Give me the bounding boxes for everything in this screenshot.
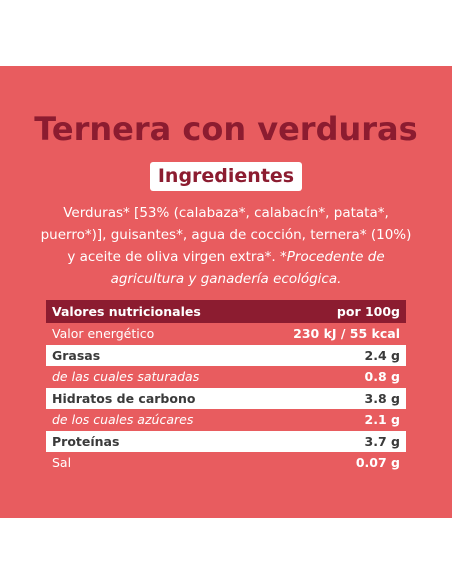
nutrition-label: Grasas bbox=[52, 348, 101, 363]
nutrition-label: de los cuales azúcares bbox=[52, 412, 194, 427]
nutrition-label: Proteínas bbox=[52, 434, 120, 449]
nutrition-row-salt: Sal 0.07 g bbox=[46, 452, 406, 473]
nutrition-value: 3.7 g bbox=[364, 434, 400, 449]
nutrition-label: de las cuales saturadas bbox=[52, 369, 200, 384]
ingredients-text: Verduras* [53% (calabaza*, calabacín*, p… bbox=[40, 205, 412, 265]
ingredients-heading: Ingredientes bbox=[149, 162, 303, 191]
product-card: Ternera con verduras Ingredientes Verdur… bbox=[0, 66, 452, 518]
nutrition-value: 2.1 g bbox=[364, 412, 400, 427]
nutrition-header-label: Valores nutricionales bbox=[52, 303, 201, 319]
ingredients-heading-wrap: Ingredientes bbox=[0, 162, 452, 191]
nutrition-row-energy: Valor energético 230 kJ / 55 kcal bbox=[46, 323, 406, 344]
nutrition-value: 0.07 g bbox=[355, 455, 400, 470]
nutrition-value: 230 kJ / 55 kcal bbox=[293, 326, 400, 341]
nutrition-label: Valor energético bbox=[52, 326, 155, 341]
nutrition-value: 2.4 g bbox=[364, 348, 400, 363]
nutrition-row-fat: Grasas 2.4 g bbox=[46, 345, 406, 366]
ingredients-list: Verduras* [53% (calabaza*, calabacín*, p… bbox=[36, 202, 416, 290]
nutrition-value: 0.8 g bbox=[364, 369, 400, 384]
nutrition-label: Sal bbox=[52, 455, 72, 470]
product-title: Ternera con verduras bbox=[34, 110, 418, 148]
ingredients-note: *Procedente de agricultura y ganadería e… bbox=[110, 249, 385, 287]
nutrition-row-protein: Proteínas 3.7 g bbox=[46, 431, 406, 452]
nutrition-header-row: Valores nutricionales por 100g bbox=[46, 300, 406, 322]
nutrition-value: 3.8 g bbox=[364, 391, 400, 406]
nutrition-label: Hidratos de carbono bbox=[52, 391, 196, 406]
nutrition-table: Valores nutricionales por 100g Valor ene… bbox=[46, 300, 406, 473]
nutrition-row-carbs: Hidratos de carbono 3.8 g bbox=[46, 388, 406, 409]
nutrition-header-value: por 100g bbox=[336, 303, 400, 319]
nutrition-row-sugars: de los cuales azúcares 2.1 g bbox=[46, 409, 406, 430]
nutrition-divider bbox=[46, 322, 406, 323]
nutrition-row-saturated: de las cuales saturadas 0.8 g bbox=[46, 366, 406, 387]
